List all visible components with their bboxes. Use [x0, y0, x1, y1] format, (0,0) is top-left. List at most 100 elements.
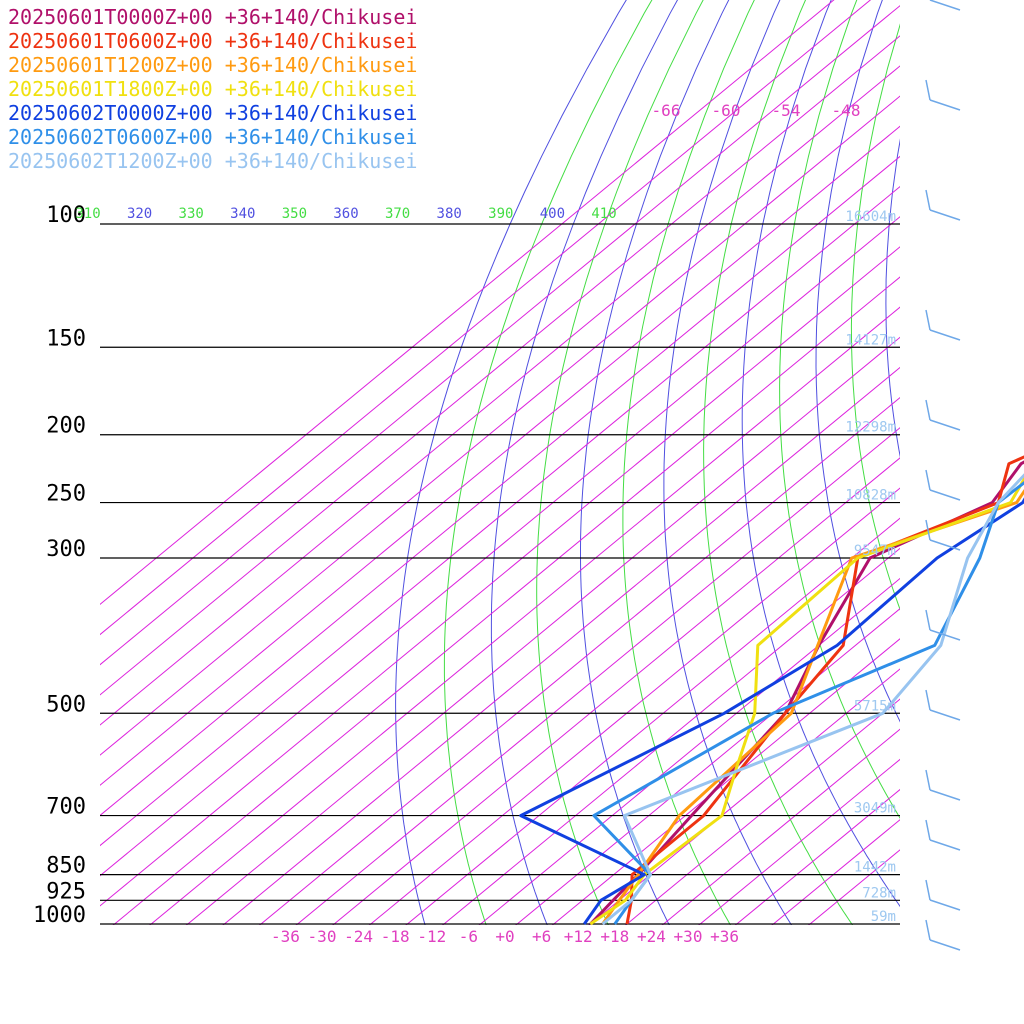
isotherm--118 [100, 5, 900, 666]
wind-barb-flag [925, 189, 931, 211]
isotherm--52 [185, 336, 900, 925]
grid-layer [100, 0, 1024, 939]
series-line-7 [601, 473, 1024, 926]
isotherm--10 [441, 547, 900, 925]
theta-label-310: 310 [75, 206, 100, 222]
wind-barb [925, 689, 961, 721]
isotherm-50 [807, 849, 900, 925]
theta-label-360: 360 [333, 206, 358, 222]
isotherm--28 [332, 457, 900, 925]
legend-item-1: 20250601T0000Z+00 +36+140/Chikusei [8, 5, 417, 29]
dry-adiabat-280 [490, 0, 679, 925]
wind-barb-staff [929, 99, 961, 111]
dry-adiabat-400 [952, 0, 1024, 939]
series-line-4 [589, 476, 1024, 926]
legend-item-7: 20250602T1200Z+00 +36+140/Chikusei [8, 149, 417, 173]
height-label-250: 10828m [845, 488, 896, 504]
height-label-100: 16604m [845, 209, 896, 225]
isotherm-26 [661, 728, 900, 925]
dry-adiabat-300 [580, 0, 730, 925]
wind-barb-staff [929, 709, 961, 721]
theta-label-390: 390 [488, 206, 513, 222]
pressure-label-300: 300 [46, 537, 86, 562]
temp-tick--6: -6 [459, 927, 478, 946]
wind-barb-flag [925, 689, 931, 711]
isotherm--46 [222, 366, 900, 925]
theta-label-380: 380 [437, 206, 462, 222]
wind-barb-staff [929, 0, 961, 11]
temp-tick--12: -12 [417, 927, 446, 946]
pressure-label-200: 200 [46, 414, 86, 439]
wind-barb-staff [929, 209, 961, 221]
isotherm-label--54: -54 [772, 101, 801, 120]
isotherm-32 [698, 758, 900, 925]
temp-tick-+24: +24 [637, 927, 666, 946]
wind-barb-staff [929, 789, 961, 801]
label-layer: 100 16604m 150 14127m 200 12298m 250 10828m 300 9… [33, 101, 896, 946]
wind-barb-flag [925, 879, 931, 901]
isotherm-14 [588, 668, 900, 925]
height-label-850: 1442m [854, 860, 896, 876]
wind-barb-staff [929, 539, 961, 551]
isotherm--124 [100, 0, 872, 636]
wind-barb-flag [925, 919, 931, 941]
isotherm--40 [258, 396, 900, 925]
legend-item-5: 20250602T0000Z+00 +36+140/Chikusei [8, 101, 417, 125]
dry-adiabat-370 [850, 23, 900, 611]
series-line-1 [589, 460, 1024, 926]
isotherm--100 [100, 95, 900, 756]
isobar-layer [100, 223, 900, 925]
dry-adiabat-360 [815, 0, 900, 723]
isotherm--34 [295, 427, 900, 925]
theta-label-410: 410 [591, 206, 616, 222]
pressure-label-150: 150 [46, 326, 86, 351]
wind-barb-flag [925, 519, 931, 541]
wind-barb [925, 189, 961, 221]
wind-barb-flag [925, 819, 931, 841]
isotherm--88 [100, 155, 900, 817]
height-label-500: 5715m [854, 698, 896, 714]
temp-tick-+6: +6 [532, 927, 551, 946]
isotherm--70 [100, 246, 900, 907]
wind-barb-flag [925, 469, 931, 491]
wind-barb [925, 879, 961, 911]
wind-barb-flag [925, 609, 931, 631]
pressure-label-925: 925 [46, 879, 86, 904]
height-label-700: 3049m [854, 801, 896, 817]
height-label-150: 14127m [845, 332, 896, 348]
wind-barb [925, 79, 961, 111]
isotherm--64 [112, 276, 900, 925]
pressure-label-850: 850 [46, 854, 86, 879]
wind-barb-staff [929, 629, 961, 641]
series-layer [519, 455, 1024, 926]
legend-item-4: 20250601T1800Z+00 +36+140/Chikusei [8, 77, 417, 101]
isotherm--22 [368, 487, 900, 925]
isotherm--130 [100, 0, 835, 606]
theta-label-370: 370 [385, 206, 410, 222]
wind-barb [925, 309, 961, 341]
temp-tick-+36: +36 [710, 927, 739, 946]
temp-tick-+30: +30 [674, 927, 703, 946]
pressure-label-500: 500 [46, 692, 86, 717]
isotherm-2 [515, 608, 900, 925]
isotherm-20 [624, 698, 900, 925]
temp-tick-+18: +18 [600, 927, 629, 946]
isotherm--112 [100, 35, 900, 696]
isotherm--16 [405, 517, 900, 925]
pressure-label-250: 250 [46, 482, 86, 507]
legend-item-3: 20250601T1200Z+00 +36+140/Chikusei [8, 53, 417, 77]
theta-label-340: 340 [230, 206, 255, 222]
temp-tick-+0: +0 [495, 927, 514, 946]
wind-barb-staff [929, 899, 961, 911]
legend: 20250601T0000Z+00 +36+140/Chikusei 202506… [8, 5, 417, 173]
series-line-6 [592, 480, 1024, 925]
wind-barb-staff [929, 939, 961, 951]
wind-barbs [925, 0, 961, 951]
wind-barb-staff [929, 839, 961, 851]
wind-barb-flag [925, 309, 931, 331]
pressure-label-1000: 1000 [33, 903, 86, 928]
isotherm--106 [100, 65, 900, 726]
wind-barb-staff [929, 329, 961, 341]
wind-barb [925, 769, 961, 801]
dry-adiabat-340 [741, 0, 900, 908]
